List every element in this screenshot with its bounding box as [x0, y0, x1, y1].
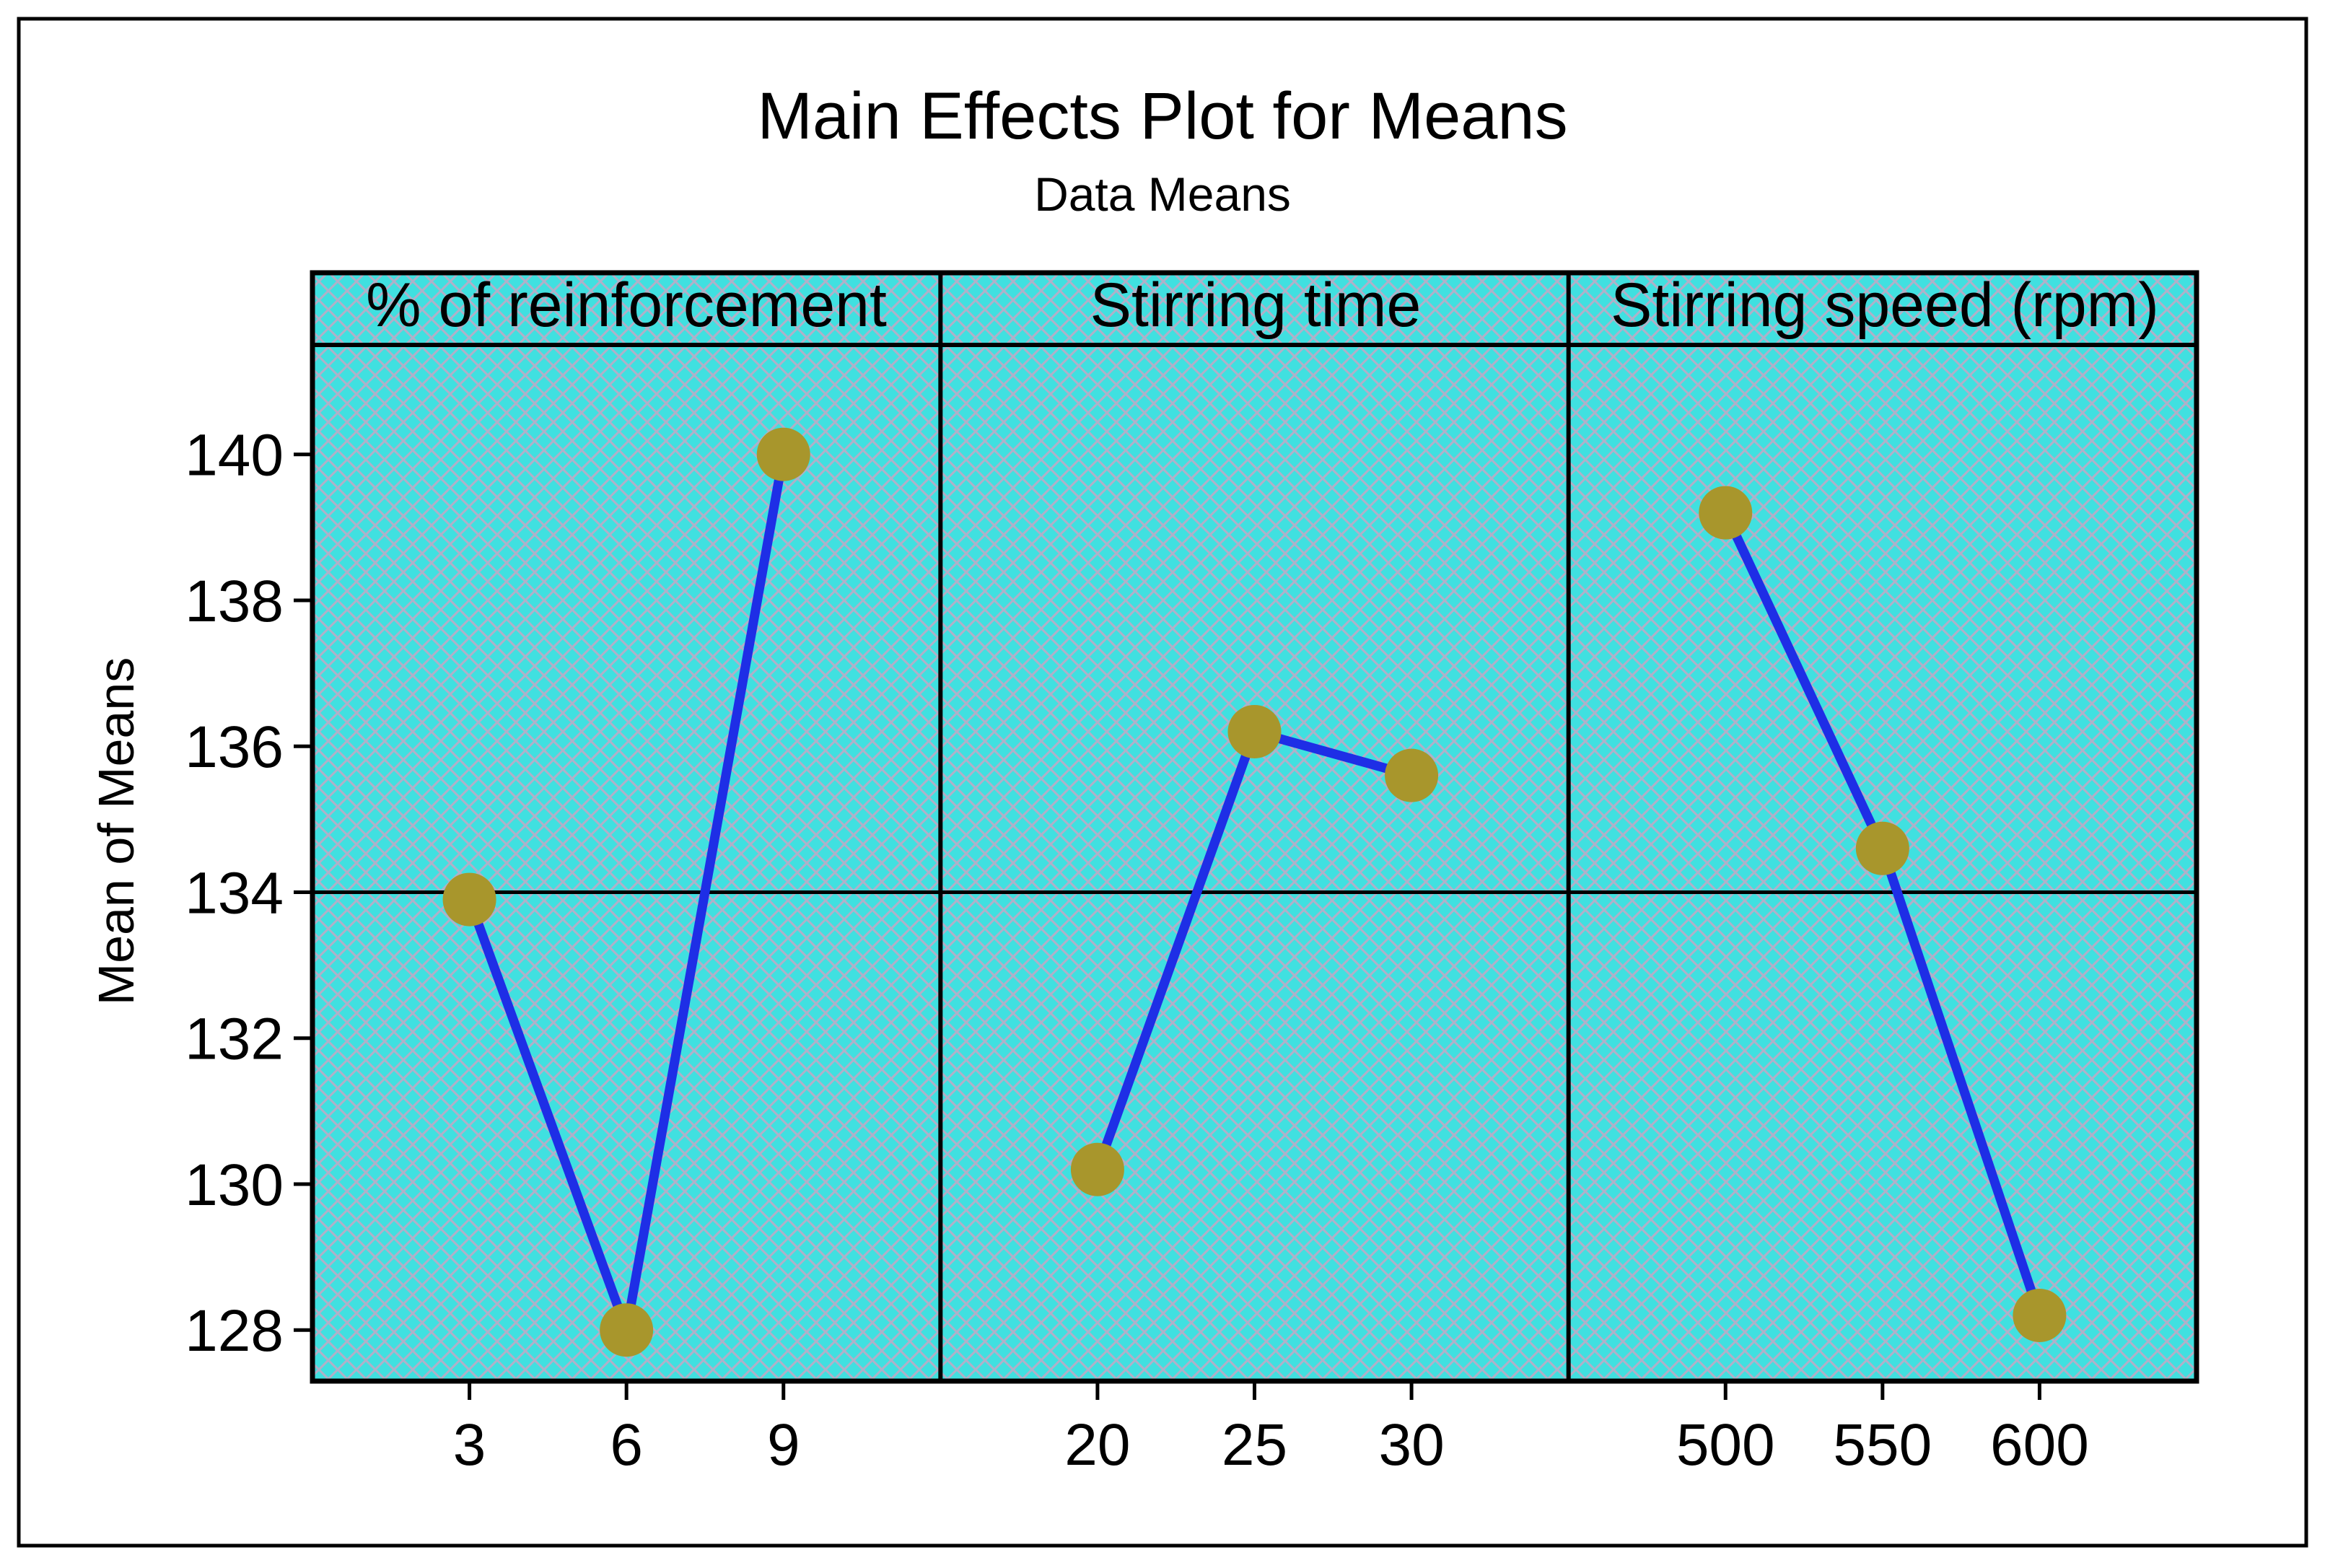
x-tick-label: 6 — [610, 1412, 643, 1478]
y-tick-label: 140 — [185, 423, 284, 489]
panel-label-reinforcement: % of reinforcement — [366, 271, 887, 340]
x-tick-label: 3 — [453, 1412, 486, 1478]
x-tick-label: 25 — [1222, 1412, 1287, 1478]
data-point — [1385, 748, 1439, 802]
y-axis-label: Mean of Means — [88, 657, 144, 1005]
chart-title: Main Effects Plot for Means — [757, 79, 1567, 153]
y-tick-label: 132 — [185, 1007, 284, 1072]
x-tick-label: 550 — [1833, 1412, 1932, 1478]
data-point — [1699, 486, 1753, 540]
data-point — [442, 872, 496, 927]
data-point — [1070, 1142, 1124, 1196]
x-tick-label: 20 — [1064, 1412, 1130, 1478]
x-tick-label: 9 — [767, 1412, 800, 1478]
plot-area — [310, 270, 2199, 1384]
data-point — [2013, 1288, 2067, 1342]
panel-label-stirring-speed: Stirring speed (rpm) — [1611, 271, 2159, 340]
panel-label-stirring-time: Stirring time — [1090, 271, 1422, 340]
chart-subtitle: Data Means — [1034, 167, 1291, 221]
y-tick-label: 138 — [185, 569, 284, 634]
data-point — [1855, 821, 1909, 875]
data-point — [600, 1303, 654, 1357]
axis-ticks: 3 6 9 20 25 30 500 550 600 128 130 132 134 136 138 140 — [185, 423, 2089, 1478]
y-tick-label: 136 — [185, 714, 284, 780]
y-tick-label: 128 — [185, 1298, 284, 1364]
panel-labels: % of reinforcement Stirring time Stirrin… — [366, 271, 2159, 340]
panel-background — [312, 273, 2197, 1381]
data-point — [1227, 704, 1282, 758]
x-tick-label: 30 — [1378, 1412, 1444, 1478]
data-point — [756, 427, 810, 481]
x-tick-label: 600 — [1990, 1412, 2089, 1478]
y-tick-label: 130 — [185, 1152, 284, 1218]
x-tick-label: 500 — [1676, 1412, 1775, 1478]
y-tick-label: 134 — [185, 860, 284, 926]
